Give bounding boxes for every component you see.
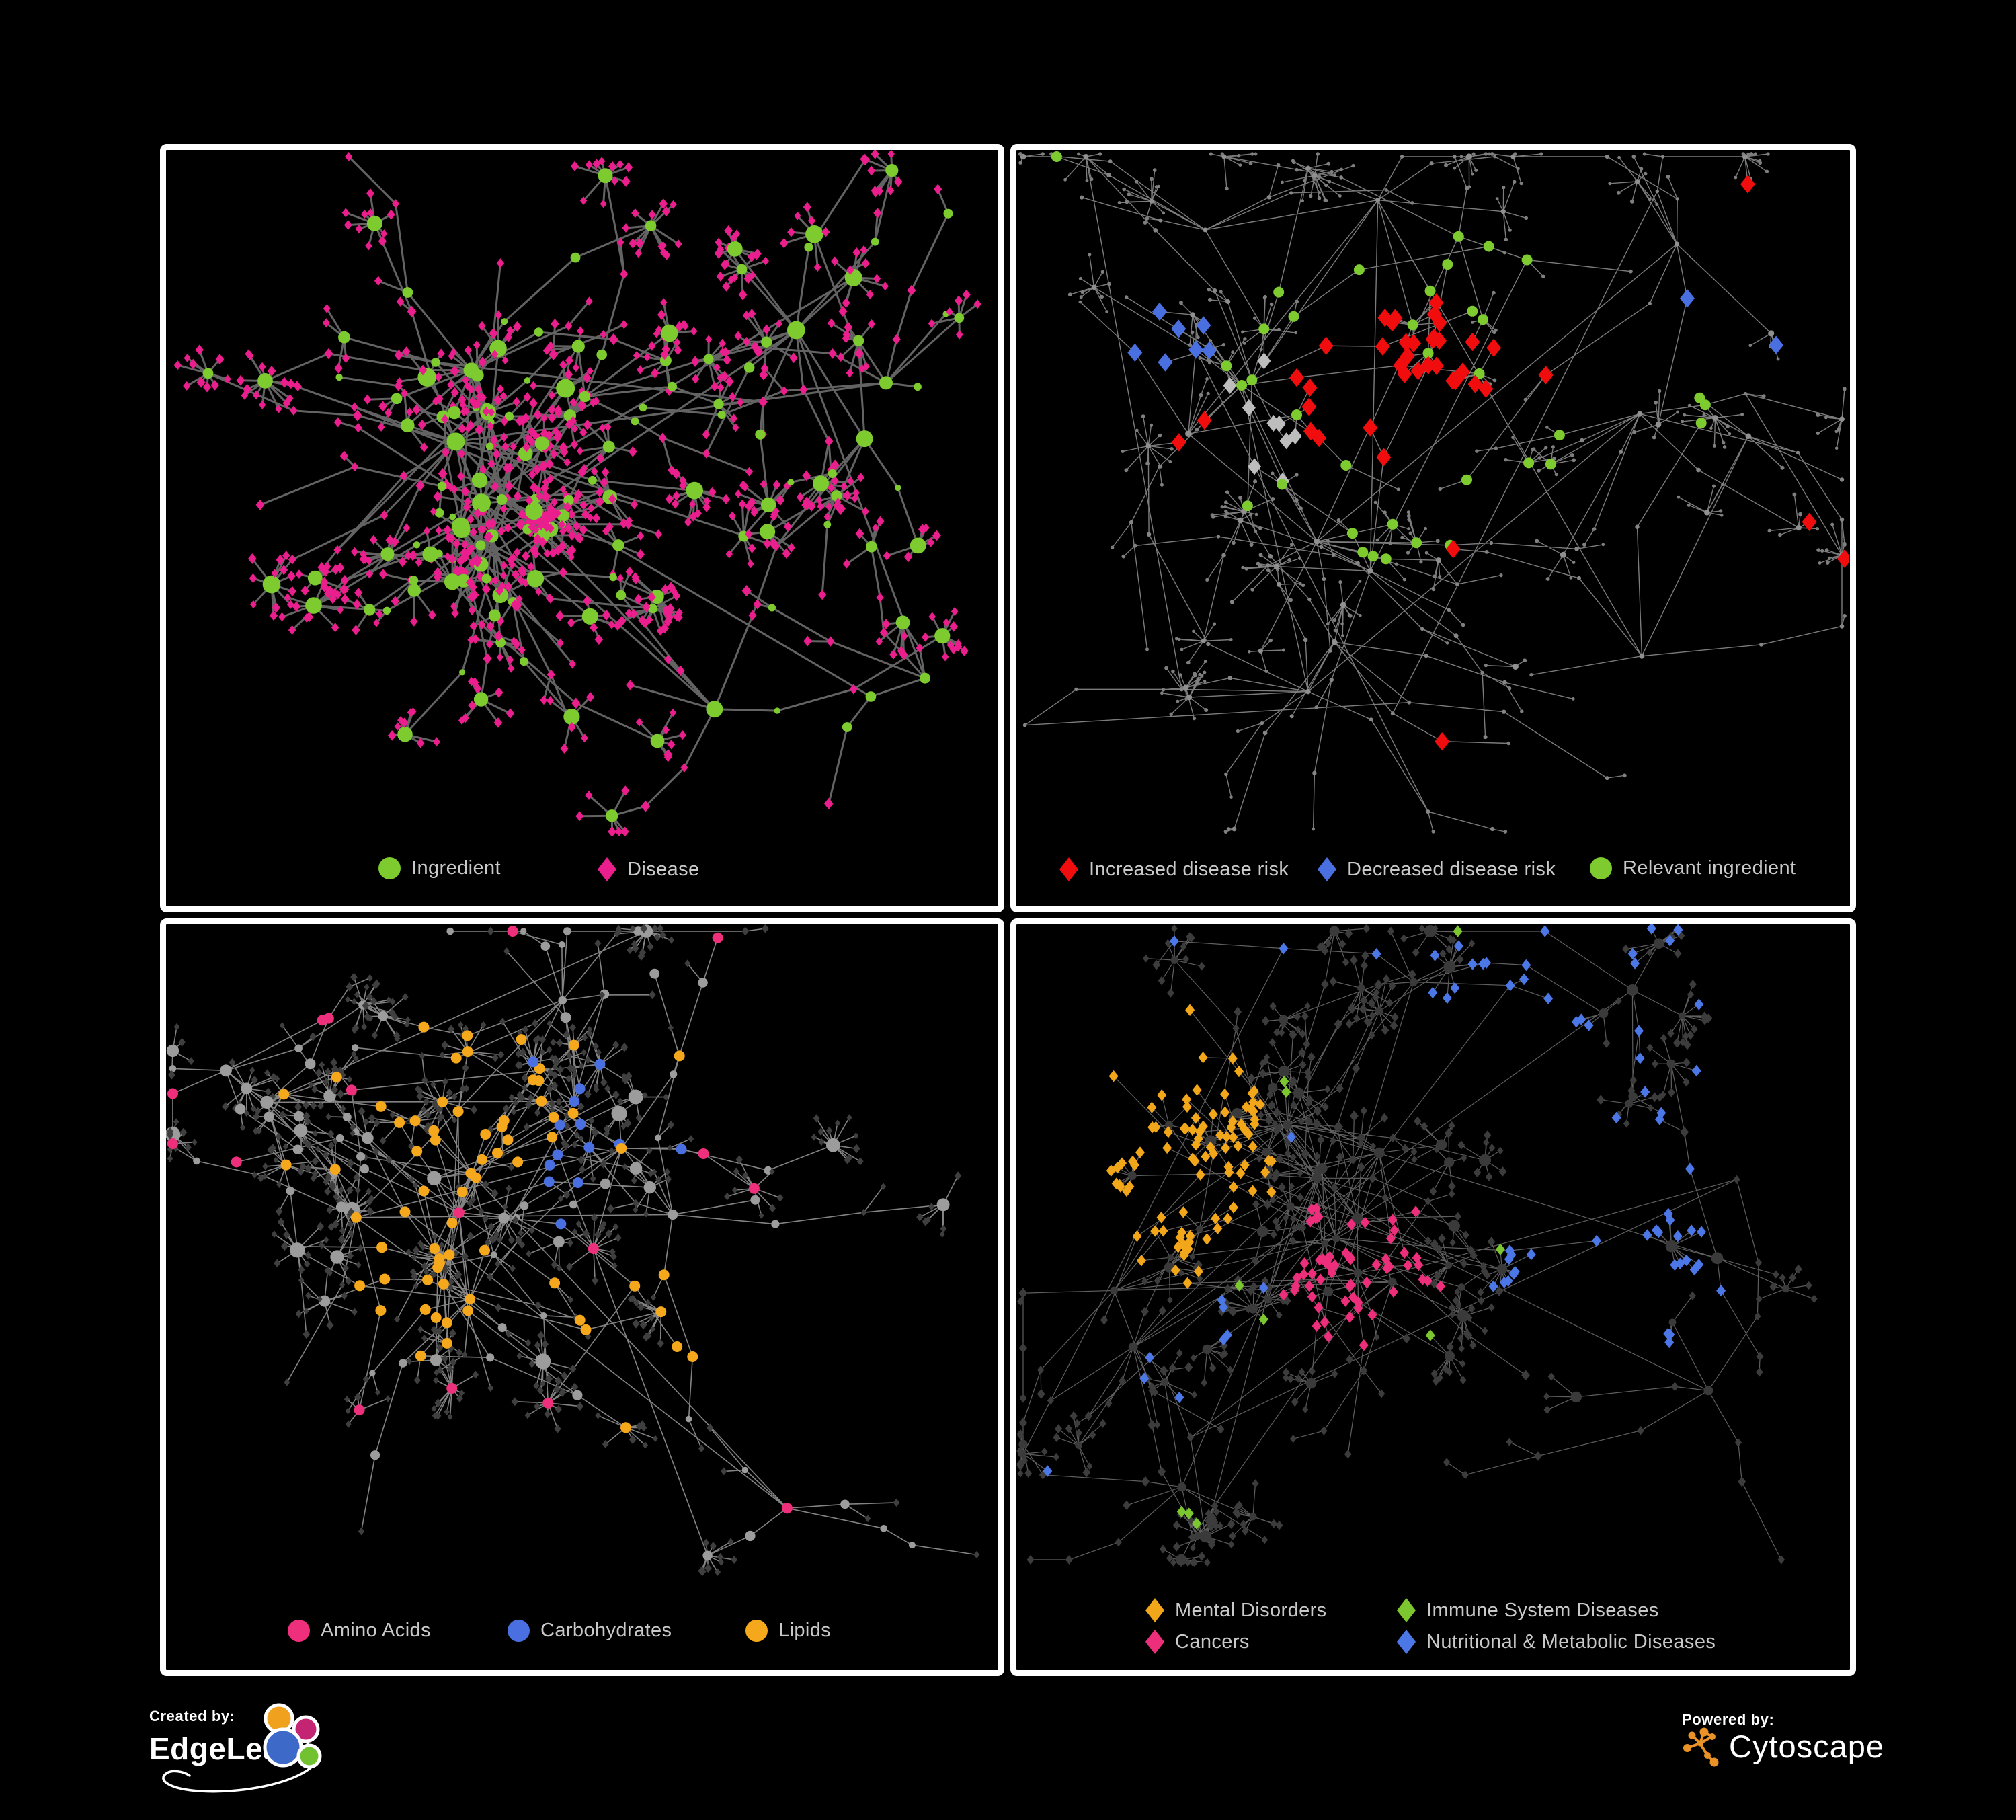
legend-item: Carbohydrates bbox=[508, 1620, 672, 1642]
created-by-block: Created by: EdgeLeap bbox=[149, 1703, 405, 1820]
legend-marker-diamond-icon bbox=[598, 857, 616, 881]
panel-disease-class: Mental Disorders Immune System Diseases Ca… bbox=[1010, 918, 1856, 1676]
panel-compound-class: Amino Acids Carbohydrates Lipids bbox=[160, 918, 1004, 1676]
legend-marker-circle-icon bbox=[378, 857, 401, 879]
legend-marker-diamond-icon bbox=[1397, 1630, 1416, 1654]
powered-by-label: Powered by: bbox=[1682, 1711, 1775, 1728]
powered-by-block: Powered by: Cytoscape bbox=[1682, 1711, 1884, 1792]
legend-label: Nutritional & Metabolic Diseases bbox=[1426, 1630, 1716, 1653]
legend-item: Decreased disease risk bbox=[1318, 857, 1556, 881]
panel-disease-risk: Increased disease risk Decreased disease … bbox=[1010, 144, 1856, 912]
legend-marker-diamond-icon bbox=[1059, 857, 1078, 881]
cytoscape-wordmark: Cytoscape bbox=[1729, 1729, 1885, 1764]
panel-ingredient-disease: Ingredient Disease bbox=[160, 144, 1004, 912]
legend-marker-circle-icon bbox=[288, 1620, 310, 1642]
legend-marker-diamond-icon bbox=[1318, 857, 1336, 881]
legend-item: Relevant ingredient bbox=[1590, 857, 1796, 879]
network-graph-compound-class bbox=[166, 924, 980, 1576]
legend-marker-circle-icon bbox=[508, 1620, 530, 1642]
legend-label: Amino Acids bbox=[321, 1620, 431, 1641]
network-graph-disease-risk bbox=[1018, 151, 1849, 834]
legend-marker-circle-icon bbox=[1590, 857, 1612, 879]
cytoscape-logo-icon bbox=[1683, 1727, 1719, 1767]
legend-label: Cancers bbox=[1175, 1630, 1250, 1653]
legend-label: Immune System Diseases bbox=[1426, 1599, 1659, 1621]
legend-item: Lipids bbox=[745, 1620, 831, 1642]
legend-marker-diamond-icon bbox=[1145, 1630, 1164, 1654]
legend-label: Disease bbox=[627, 858, 700, 880]
legend-label: Ingredient bbox=[411, 857, 501, 879]
legend-label: Carbohydrates bbox=[540, 1620, 672, 1641]
legend-item: Ingredient bbox=[378, 857, 501, 879]
legend-item: Increased disease risk bbox=[1059, 857, 1289, 881]
legend-label: Increased disease risk bbox=[1089, 858, 1289, 880]
edgeleap-logo-icon bbox=[162, 1703, 322, 1793]
legend-label: Mental Disorders bbox=[1175, 1599, 1327, 1621]
legend-label: Relevant ingredient bbox=[1623, 857, 1796, 879]
legend-marker-circle-icon bbox=[745, 1620, 768, 1642]
created-by-label: Created by: bbox=[149, 1708, 235, 1725]
legend-item: Immune System Diseases bbox=[1397, 1598, 1659, 1622]
legend-label: Lipids bbox=[778, 1620, 832, 1641]
legend-label: Decreased disease risk bbox=[1347, 858, 1556, 880]
network-graph-ingredient-disease bbox=[173, 150, 981, 836]
legend-marker-diamond-icon bbox=[1397, 1598, 1416, 1622]
legend-item: Amino Acids bbox=[288, 1620, 431, 1642]
network-graph-disease-class bbox=[1016, 924, 1818, 1567]
legend-item: Disease bbox=[598, 857, 700, 881]
legend-item: Mental Disorders bbox=[1145, 1598, 1327, 1622]
legend-marker-diamond-icon bbox=[1145, 1598, 1164, 1622]
legend-item: Cancers bbox=[1145, 1630, 1250, 1654]
legend-item: Nutritional & Metabolic Diseases bbox=[1397, 1630, 1716, 1654]
